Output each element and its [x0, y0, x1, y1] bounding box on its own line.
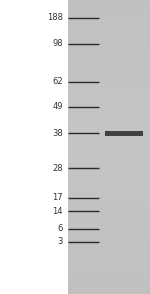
Bar [68, 24, 150, 29]
Bar [68, 118, 150, 123]
Bar [68, 98, 150, 103]
Text: 98: 98 [52, 39, 63, 48]
Bar [68, 64, 150, 69]
Bar [68, 162, 150, 167]
Bar [68, 113, 150, 118]
Bar [68, 132, 150, 137]
Bar [68, 176, 150, 181]
Bar [68, 15, 150, 20]
Bar [68, 157, 150, 162]
Bar [68, 39, 150, 44]
Bar [68, 270, 150, 274]
Text: 38: 38 [52, 129, 63, 138]
Text: 188: 188 [47, 13, 63, 22]
Bar [68, 49, 150, 54]
Bar [68, 220, 150, 225]
Bar [68, 69, 150, 74]
Text: 3: 3 [58, 238, 63, 246]
Bar [68, 181, 150, 186]
Bar [105, 131, 142, 136]
Bar [68, 108, 150, 113]
Bar [68, 103, 150, 108]
Bar [68, 265, 150, 270]
Bar [68, 137, 150, 142]
Bar [68, 127, 150, 132]
Text: 17: 17 [52, 193, 63, 202]
Bar [68, 29, 150, 34]
Bar [68, 245, 150, 250]
Bar [0, 0, 68, 294]
Bar [68, 20, 150, 24]
Text: 28: 28 [52, 164, 63, 173]
Bar [68, 78, 150, 83]
Bar [68, 201, 150, 206]
Bar [68, 206, 150, 211]
Bar [68, 83, 150, 88]
Bar [68, 230, 150, 235]
Bar [68, 142, 150, 147]
Bar [68, 250, 150, 255]
Text: 62: 62 [52, 77, 63, 86]
Bar [68, 260, 150, 265]
Bar [68, 74, 150, 78]
Bar [68, 255, 150, 260]
Bar [68, 152, 150, 157]
Bar [68, 279, 150, 284]
Bar [68, 191, 150, 196]
Text: 49: 49 [52, 102, 63, 111]
Bar [68, 88, 150, 93]
Bar [68, 93, 150, 98]
Bar [68, 186, 150, 191]
Bar [68, 289, 150, 294]
Bar [68, 196, 150, 201]
Bar [68, 123, 150, 127]
Bar [68, 211, 150, 216]
Bar [68, 240, 150, 245]
Bar [68, 284, 150, 289]
Bar [68, 225, 150, 230]
Bar [68, 147, 150, 152]
Text: 14: 14 [52, 207, 63, 216]
Bar [68, 0, 150, 294]
Bar [68, 59, 150, 64]
Bar [68, 216, 150, 220]
Bar [68, 44, 150, 49]
Bar [68, 54, 150, 59]
Bar [68, 171, 150, 176]
Bar [68, 0, 150, 5]
Bar [68, 5, 150, 10]
Bar [68, 167, 150, 171]
Bar [68, 34, 150, 39]
Bar [68, 274, 150, 279]
Bar [68, 235, 150, 240]
Bar [68, 10, 150, 15]
Text: 6: 6 [58, 224, 63, 233]
